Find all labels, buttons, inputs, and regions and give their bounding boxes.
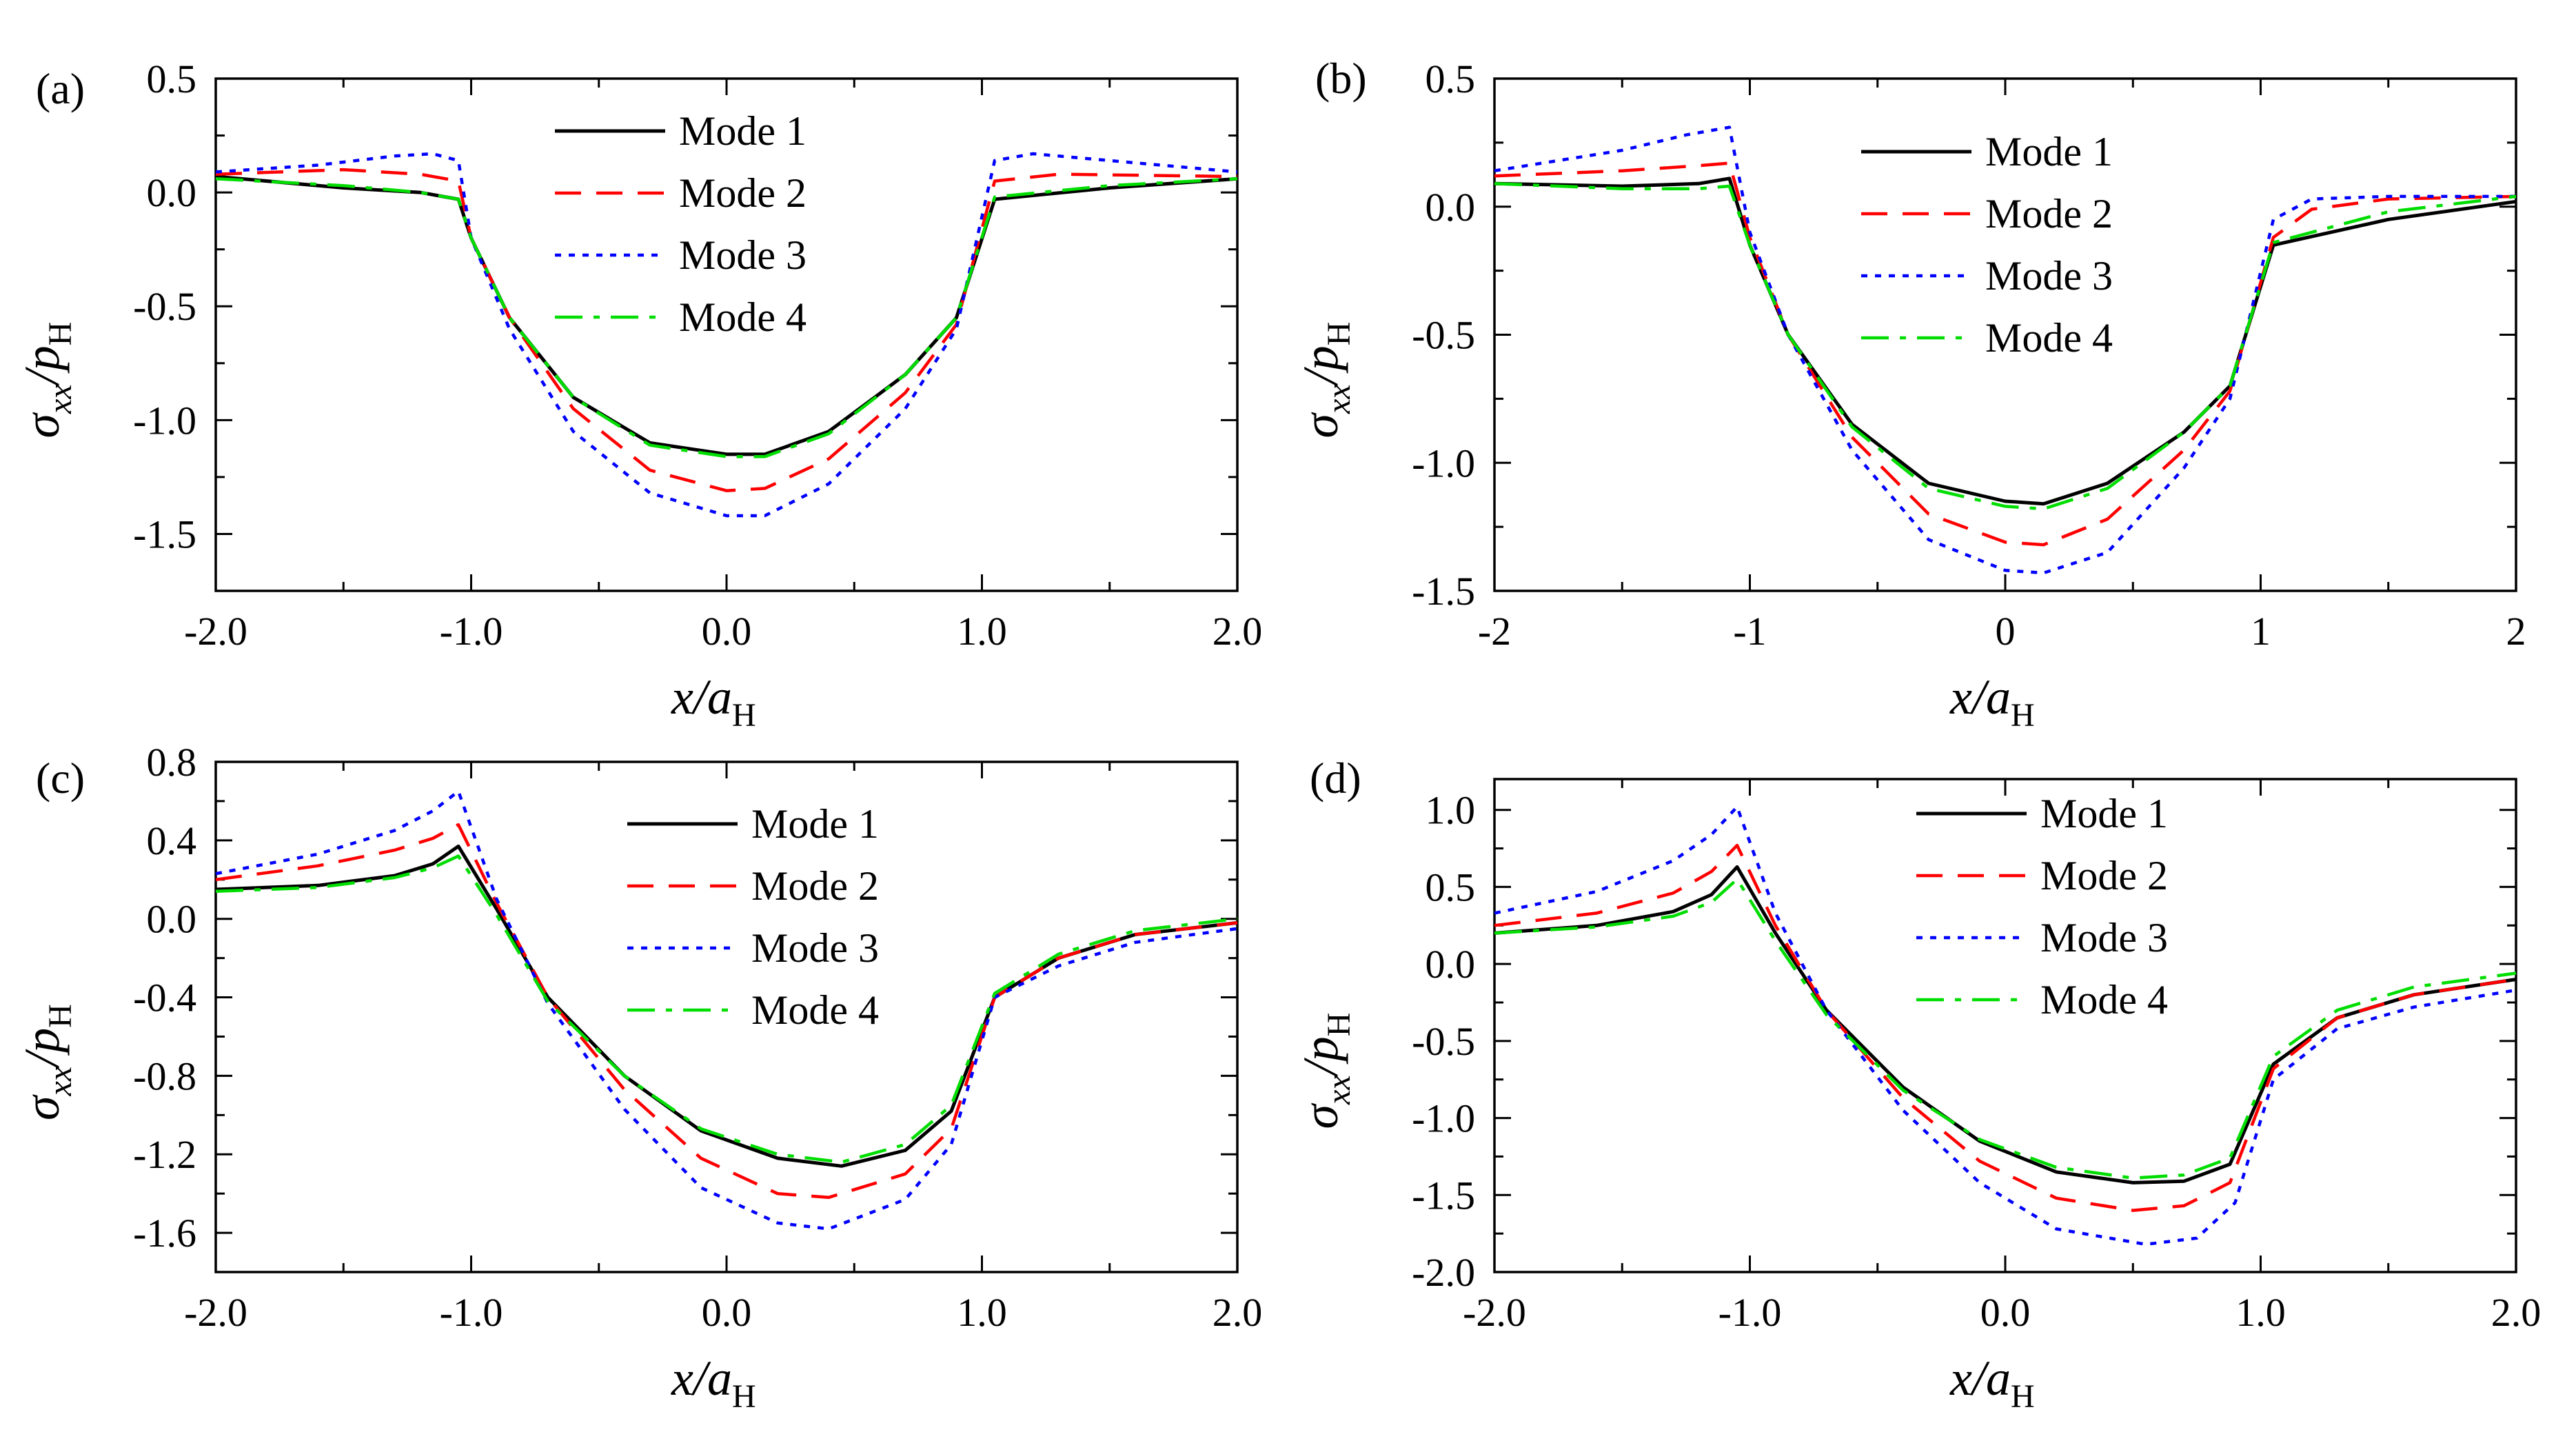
y-tick-label: 0.0 [1426, 185, 1476, 230]
x-tick-label: -1.0 [1718, 1290, 1782, 1335]
y-tick-label: 0.0 [147, 897, 197, 942]
y-tick-label: 0.5 [1426, 57, 1476, 101]
x-axis-title: x/aH [671, 1351, 756, 1415]
x-tick-label: 0.0 [702, 1290, 752, 1335]
panel-a: -2.0 -1.0 0.0 1.0 2.0 0.5 0.0 -0.5 -1.0 -1.5 Mode … [14, 57, 1262, 734]
legend-label: Mode 2 [1985, 191, 2113, 236]
y-axis-title: σxx/pH [1293, 1013, 1357, 1129]
x-tick-label: -1.0 [440, 1290, 503, 1335]
x-tick-label: 2.0 [2491, 1290, 2542, 1335]
y-axis-title: σxx/pH [1293, 322, 1357, 438]
x-tick-label: 2.0 [1213, 609, 1263, 654]
y-tick-label: -0.5 [133, 284, 196, 329]
y-tick-label: 0.0 [147, 170, 197, 215]
y-tick-label: -1.5 [133, 512, 196, 556]
x-tick-label: 0.0 [1980, 1290, 2031, 1335]
series-line-mode-3 [215, 789, 1238, 1231]
legend-label: Mode 4 [679, 294, 807, 340]
y-tick-label: -2.0 [1412, 1250, 1475, 1295]
panel-d: -2.0 -1.0 0.0 1.0 2.0 1.0 0.5 0.0 -0.5 -1.0 -1.5 -2… [1293, 754, 2541, 1415]
series-line-mode-3 [1494, 805, 2517, 1247]
legend-label: Mode 2 [751, 863, 879, 909]
x-axis-title: x/aH [1949, 1351, 2035, 1415]
panel-label: (d) [1310, 754, 1361, 803]
legend-label: Mode 4 [2040, 977, 2168, 1022]
series-line-mode-4 [1494, 182, 2517, 511]
y-tick-label: -1.5 [1412, 1173, 1475, 1218]
panel-label: (c) [36, 754, 85, 803]
x-axis-title: x/aH [671, 669, 756, 734]
y-tick-label: 0.8 [147, 740, 197, 785]
legend-label: Mode 3 [2040, 915, 2168, 960]
series-line-mode-4 [215, 177, 1238, 458]
legend-label: Mode 2 [679, 170, 807, 216]
legend-label: Mode 1 [1985, 129, 2113, 174]
y-tick-label: -0.5 [1412, 313, 1475, 358]
x-tick-label: 2.0 [1213, 1290, 1263, 1335]
series-line-mode-2 [215, 823, 1238, 1200]
y-tick-label: -0.8 [133, 1053, 196, 1098]
x-tick-label: -1 [1733, 609, 1766, 654]
series-line-mode-1 [215, 844, 1238, 1168]
legend-label: Mode 3 [679, 232, 807, 278]
series-line-mode-3 [1494, 125, 2516, 575]
legend-label: Mode 3 [751, 925, 879, 971]
plot-frame [1493, 778, 2517, 1273]
y-axis-title: σxx/pH [14, 1004, 79, 1120]
y-axis-title: σxx/pH [14, 322, 79, 438]
x-tick-label: 1 [2251, 609, 2271, 654]
y-tick-label: 0.5 [1426, 865, 1476, 909]
series-line-mode-3 [215, 152, 1238, 518]
y-tick-label: -1.6 [133, 1211, 196, 1256]
legend-label: Mode 1 [751, 801, 879, 847]
x-tick-label: 0 [1996, 609, 2016, 654]
x-tick-label: -2.0 [1463, 1290, 1526, 1335]
x-axis-title: x/aH [1949, 669, 2035, 734]
legend-label: Mode 3 [1985, 253, 2113, 299]
series-line-mode-4 [215, 854, 1238, 1164]
series-line-mode-4 [1494, 877, 2517, 1180]
x-tick-label: -2 [1478, 609, 1511, 654]
legend-label: Mode 1 [2040, 791, 2168, 836]
y-tick-label: 1.0 [1426, 788, 1476, 833]
y-tick-label: 0.0 [1426, 942, 1476, 987]
panel-label: (b) [1315, 54, 1367, 103]
x-tick-label: 1.0 [957, 1290, 1007, 1335]
legend-label: Mode 2 [2040, 853, 2168, 898]
x-tick-label: 1.0 [2235, 1290, 2286, 1335]
legend-label: Mode 1 [679, 108, 807, 154]
y-tick-label: -1.5 [1412, 569, 1475, 614]
x-tick-label: 0.0 [702, 609, 752, 654]
y-tick-label: -0.4 [133, 976, 196, 1020]
x-tick-label: -2.0 [184, 1290, 247, 1335]
series-line-mode-1 [1494, 865, 2517, 1184]
y-tick-label: -1.0 [133, 398, 196, 443]
panel-b: -2 -1 0 1 2 0.5 0.0 -0.5 -1.0 -1.5 Mode 1 Mode 2 Mod… [1293, 54, 2526, 734]
series-line-mode-2 [1494, 161, 2517, 547]
series-line-mode-2 [1494, 843, 2517, 1212]
x-tick-label: -1.0 [440, 609, 503, 654]
y-tick-label: -0.5 [1412, 1019, 1475, 1064]
panel-label: (a) [36, 64, 85, 113]
x-tick-label: -2.0 [184, 609, 247, 654]
panel-c: -2.0 -1.0 0.0 1.0 2.0 0.8 0.4 0.0 -0.4 -0.8 -1.2 -1… [14, 740, 1262, 1415]
y-tick-label: -1.0 [1412, 441, 1475, 485]
legend-label: Mode 4 [1985, 315, 2113, 361]
y-tick-label: 0.5 [147, 57, 197, 101]
legend-label: Mode 4 [751, 987, 879, 1033]
y-tick-label: -1.2 [133, 1132, 196, 1177]
y-tick-label: -1.0 [1412, 1096, 1475, 1141]
y-tick-label: 0.4 [147, 818, 197, 863]
x-tick-label: 1.0 [957, 609, 1007, 654]
x-tick-label: 2 [2506, 609, 2526, 654]
